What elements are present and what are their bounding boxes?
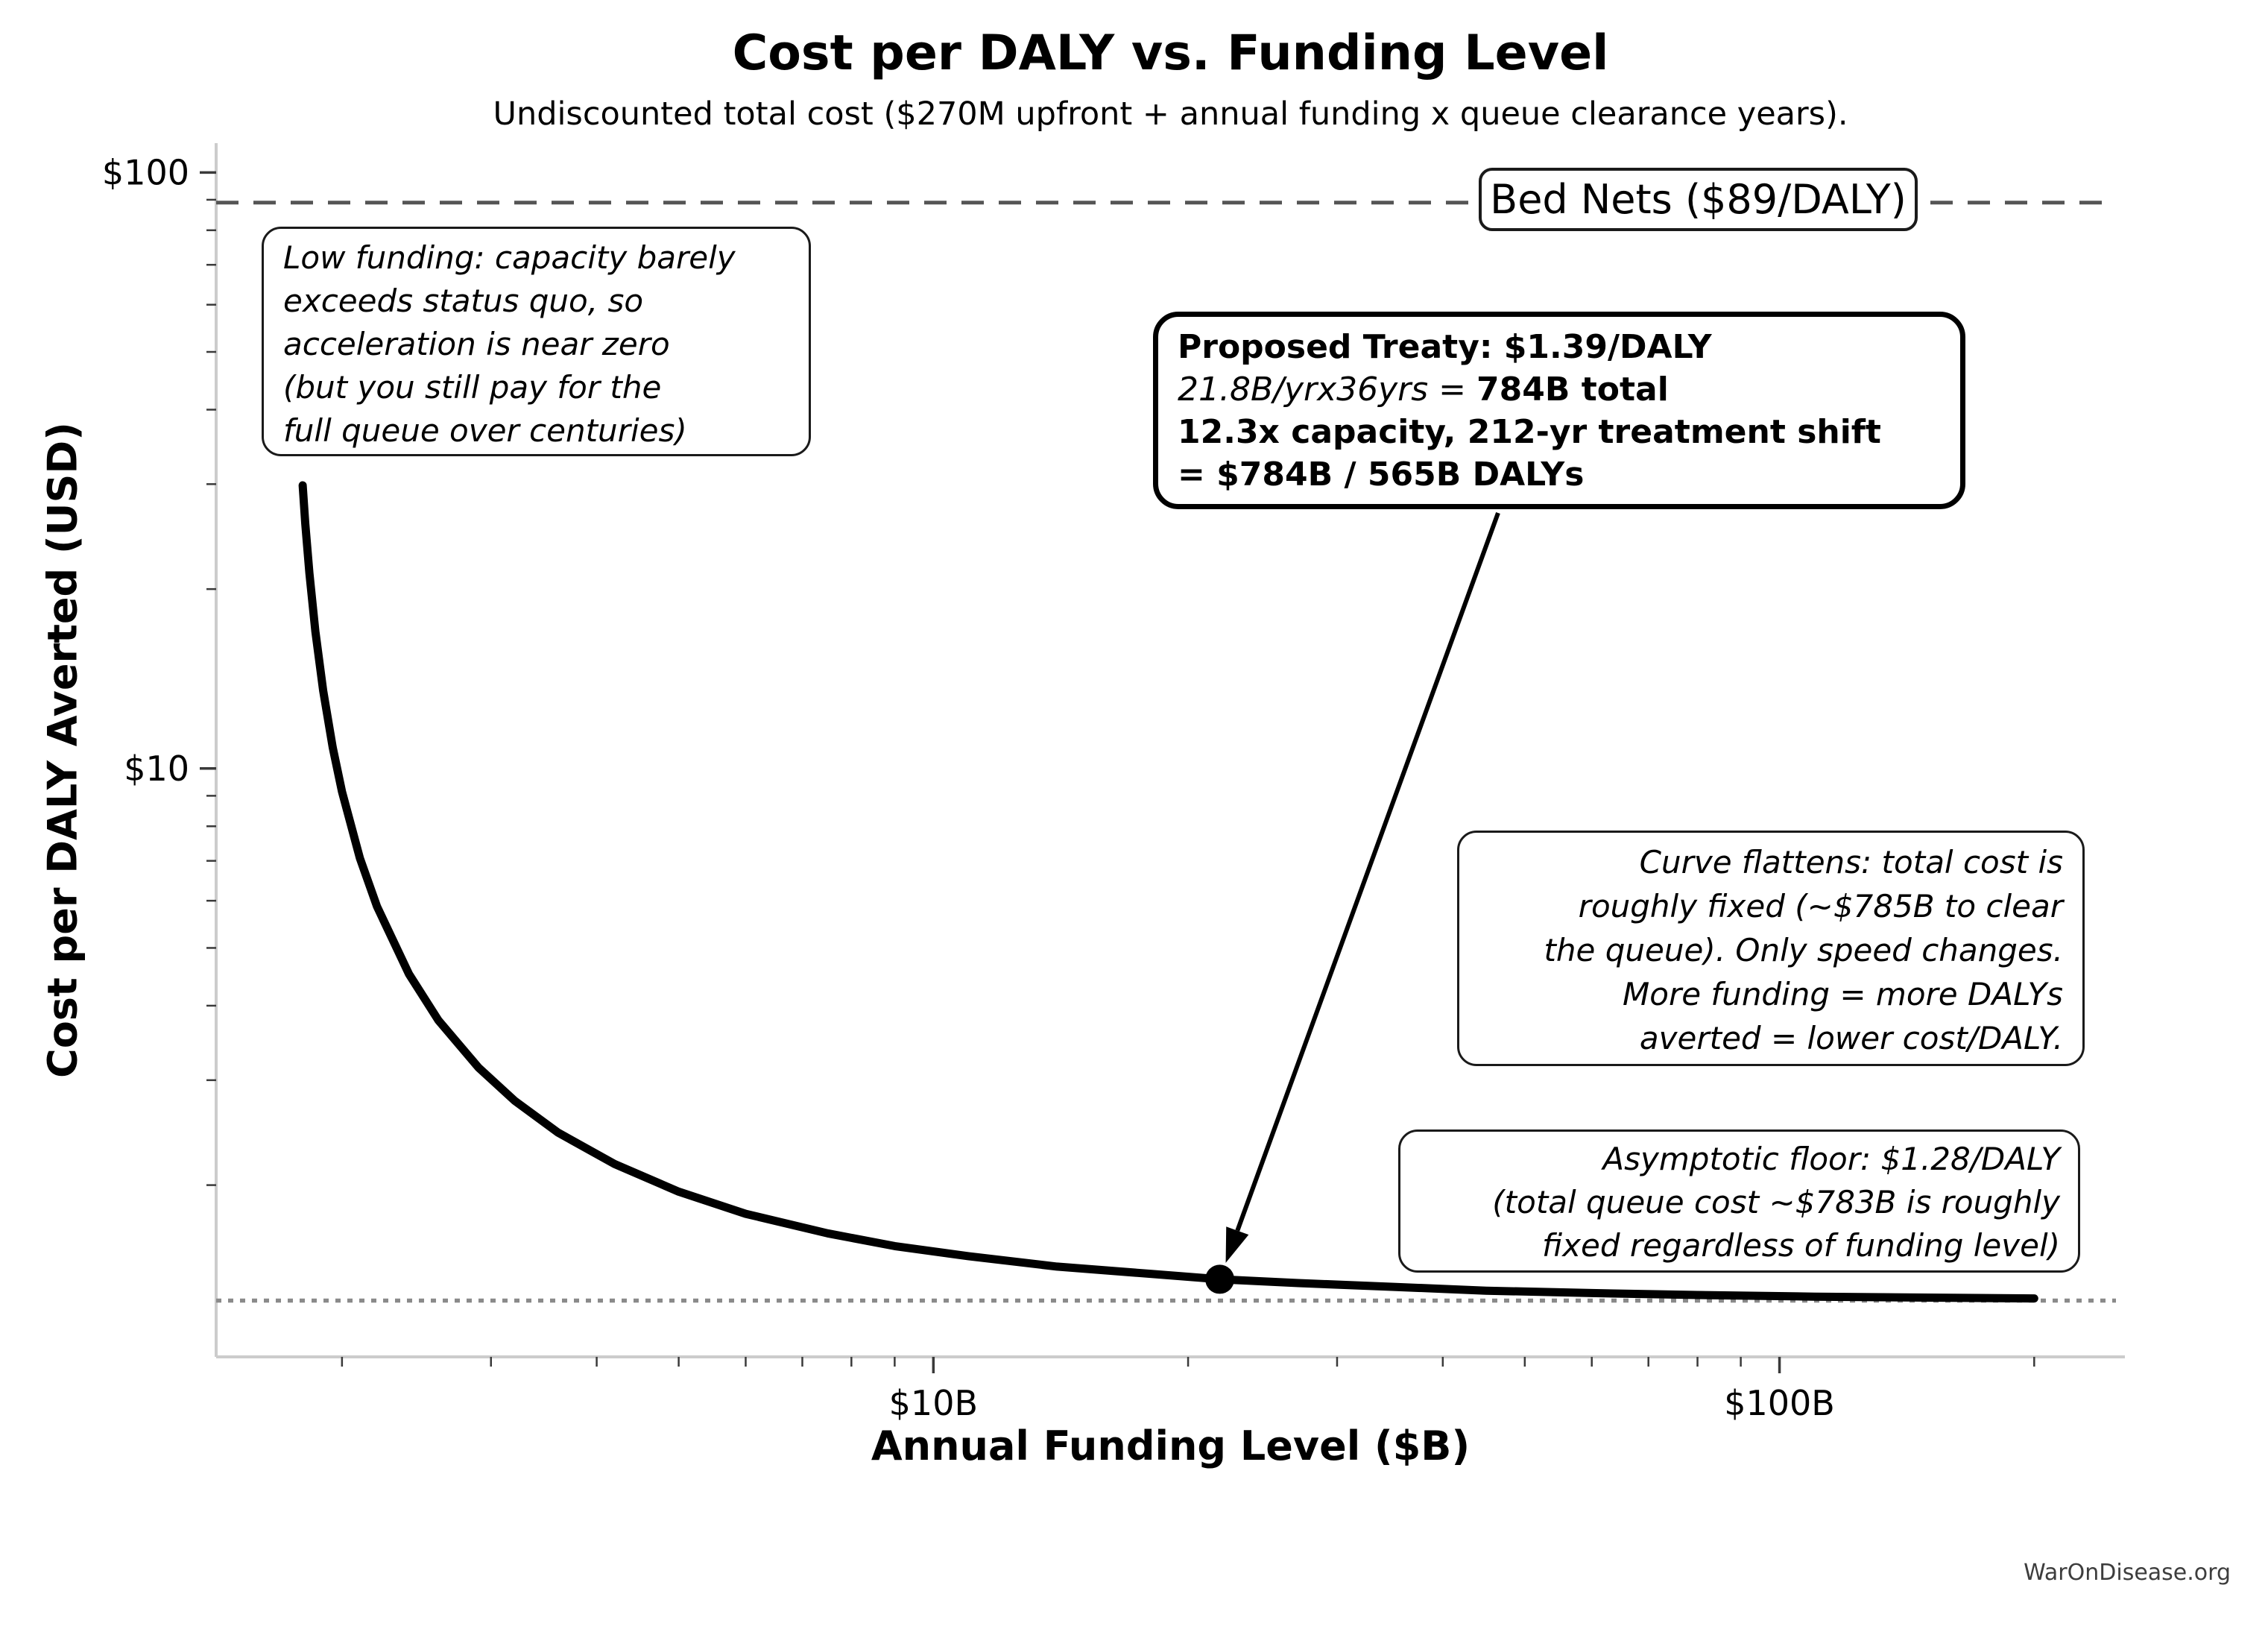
x-axis-label: Annual Funding Level ($B) xyxy=(871,1422,1471,1469)
annotation-line: exceeds status quo, so xyxy=(283,283,644,319)
annotation-line: = $784B / 565B DALYs xyxy=(1178,456,1585,494)
proposed-treaty-annotation: Proposed Treaty: $1.39/DALY 21.8B/yrx36y… xyxy=(1153,312,1965,509)
treaty-total-text: 784B total xyxy=(1476,371,1669,409)
annotation-line: full queue over centuries) xyxy=(283,412,687,449)
annotation-line: Asymptotic floor: $1.28/DALY xyxy=(1602,1141,2060,1177)
annotation-line: averted = lower cost/DALY. xyxy=(1639,1020,2063,1056)
annotation-line: (but you still pay for the xyxy=(283,369,662,406)
annotation-line: acceleration is near zero xyxy=(283,326,670,362)
chart-subtitle: Undiscounted total cost ($270M upfront +… xyxy=(493,95,1848,133)
bed-nets-label-text: Bed Nets ($89/DALY) xyxy=(1490,175,1907,223)
svg-text:$100: $100 xyxy=(102,152,189,192)
curve-flattens-annotation: Curve flattens: total cost is roughly fi… xyxy=(1457,831,2085,1066)
svg-text:$100B: $100B xyxy=(1724,1383,1835,1423)
annotation-line: More funding = more DALYs xyxy=(1623,976,2063,1012)
annotation-line: (total queue cost ~$783B is roughly xyxy=(1492,1184,2060,1220)
annotation-line: Low funding: capacity barely xyxy=(283,239,736,276)
asymptotic-floor-annotation: Asymptotic floor: $1.28/DALY (total queu… xyxy=(1398,1129,2080,1273)
low-funding-annotation: Low funding: capacity barely exceeds sta… xyxy=(262,227,811,456)
y-axis-label: Cost per DALY Averted (USD) xyxy=(39,422,86,1078)
treaty-math-text: 21.8B/yrx36yrs = xyxy=(1178,371,1467,409)
svg-text:$10: $10 xyxy=(124,749,189,789)
watermark: WarOnDisease.org xyxy=(2024,1560,2231,1586)
annotation-line: the queue). Only speed changes. xyxy=(1544,932,2063,968)
annotation-line: Proposed Treaty: $1.39/DALY xyxy=(1178,328,1712,366)
bed-nets-benchmark-label: Bed Nets ($89/DALY) xyxy=(1479,168,1918,231)
svg-text:$10B: $10B xyxy=(889,1383,978,1423)
annotation-line: 21.8B/yrx36yrs = 784B total xyxy=(1178,368,1941,411)
chart-title: Cost per DALY vs. Funding Level xyxy=(732,25,1609,81)
annotation-line: fixed regardless of funding level) xyxy=(1542,1227,2060,1264)
annotation-line: 12.3x capacity, 212-yr treatment shift xyxy=(1178,413,1881,451)
annotation-line: roughly fixed (~$785B to clear xyxy=(1578,888,2063,924)
annotation-line: Curve flattens: total cost is xyxy=(1639,844,2063,880)
